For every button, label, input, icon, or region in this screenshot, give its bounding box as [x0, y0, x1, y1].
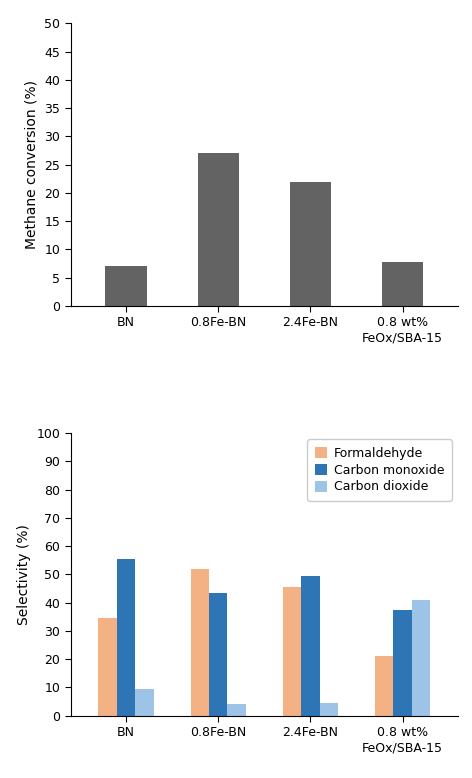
Legend: Formaldehyde, Carbon monoxide, Carbon dioxide: Formaldehyde, Carbon monoxide, Carbon di… [307, 440, 452, 501]
Bar [382, 262, 423, 306]
Bar [228, 704, 246, 716]
Bar [393, 610, 412, 716]
Bar [290, 181, 331, 306]
Bar [191, 569, 209, 716]
Y-axis label: Selectivity (%): Selectivity (%) [17, 524, 31, 625]
Bar [105, 266, 147, 306]
Bar [283, 587, 301, 716]
Bar [375, 657, 393, 716]
Bar [197, 153, 239, 306]
Bar [320, 703, 338, 716]
Bar [209, 593, 228, 716]
Bar [135, 689, 154, 716]
Y-axis label: Methane conversion (%): Methane conversion (%) [25, 80, 39, 249]
Bar [412, 600, 430, 716]
Bar [117, 559, 135, 716]
Bar [99, 619, 117, 716]
Bar [301, 576, 320, 716]
